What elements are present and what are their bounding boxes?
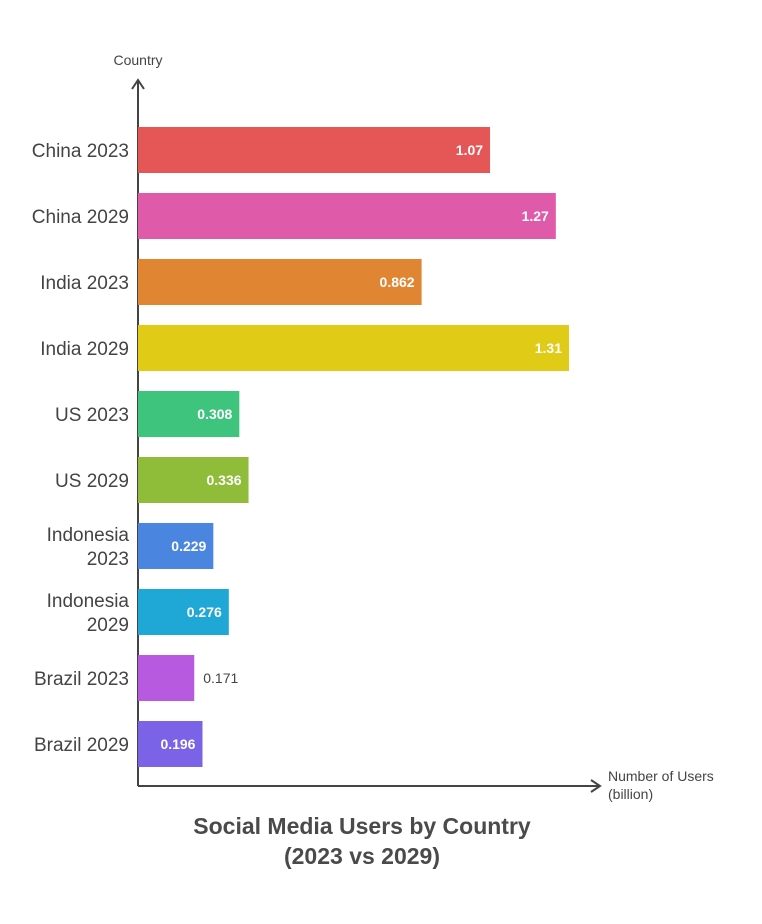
bar bbox=[138, 391, 240, 437]
category-label: Brazil 2029 bbox=[34, 735, 129, 756]
bar bbox=[138, 193, 556, 239]
bar bbox=[138, 523, 214, 569]
value-label: 1.07 bbox=[456, 142, 483, 158]
category-label: India 2023 bbox=[40, 273, 129, 294]
category-label: 2029 bbox=[87, 615, 129, 636]
bar bbox=[138, 127, 491, 173]
x-axis-label: (billion) bbox=[608, 786, 653, 802]
value-label: 0.308 bbox=[197, 406, 232, 422]
y-axis-label: Country bbox=[113, 52, 162, 68]
bars bbox=[138, 127, 569, 767]
value-label: 1.31 bbox=[535, 340, 562, 356]
bar bbox=[138, 721, 203, 767]
category-label: Indonesia bbox=[47, 525, 130, 546]
bar bbox=[138, 325, 569, 371]
chart-title: (2023 vs 2029) bbox=[284, 843, 440, 869]
category-label: India 2029 bbox=[40, 339, 129, 360]
category-label: China 2029 bbox=[32, 207, 129, 228]
bar bbox=[138, 589, 229, 635]
chart-title: Social Media Users by Country bbox=[193, 813, 531, 839]
category-label: China 2023 bbox=[32, 141, 129, 162]
category-label: Brazil 2023 bbox=[34, 669, 129, 690]
bar bbox=[138, 655, 195, 701]
x-axis-label: Number of Users bbox=[608, 768, 714, 784]
category-label: US 2029 bbox=[55, 471, 129, 492]
value-label: 0.171 bbox=[203, 670, 238, 686]
bar bbox=[138, 457, 249, 503]
value-label: 1.27 bbox=[522, 208, 549, 224]
value-label: 0.336 bbox=[206, 472, 241, 488]
value-labels: 1.07 1.27 0.862 1.31 0.308 0.336 0.229 0.276 0.1… bbox=[160, 142, 562, 752]
category-label: US 2023 bbox=[55, 405, 129, 426]
y-axis-arrow bbox=[131, 78, 145, 90]
bar bbox=[138, 259, 422, 305]
category-labels: China 2023 China 2029 India 2023 India 2029… bbox=[32, 141, 130, 756]
category-label: 2023 bbox=[87, 549, 129, 570]
value-label: 0.229 bbox=[171, 538, 206, 554]
value-label: 0.862 bbox=[380, 274, 415, 290]
category-label: Indonesia bbox=[47, 591, 130, 612]
titles: Social Media Users by Country (2023 vs 20… bbox=[193, 813, 531, 869]
value-label: 0.276 bbox=[187, 604, 222, 620]
value-label: 0.196 bbox=[160, 736, 195, 752]
x-axis-arrow bbox=[590, 779, 602, 793]
